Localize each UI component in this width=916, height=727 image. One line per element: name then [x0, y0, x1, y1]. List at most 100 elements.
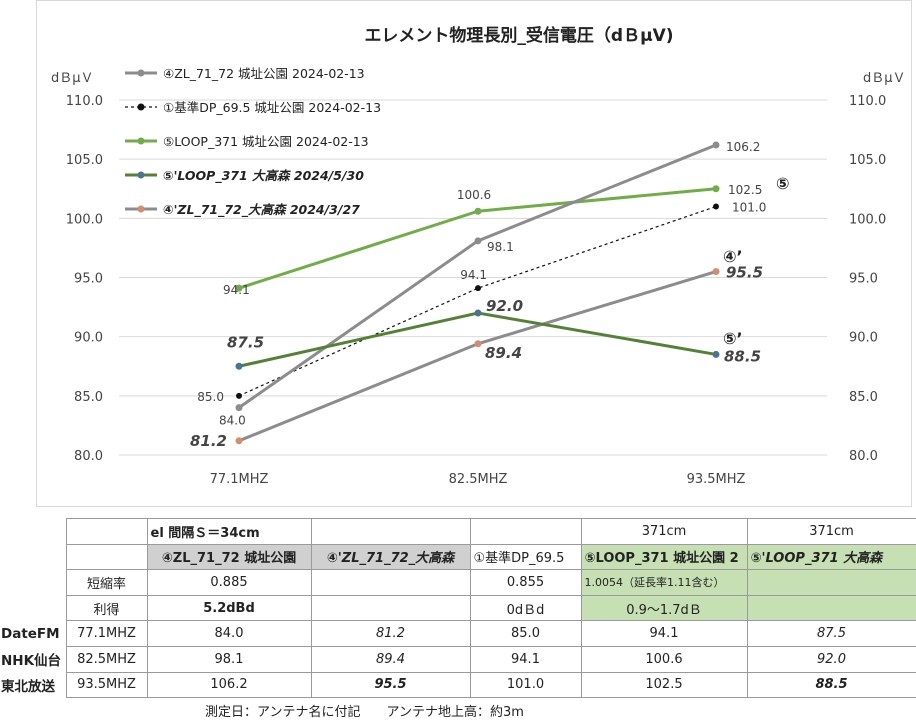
table-row: 利得 5.2dBd 0dＢd 0.9～1.7dＢ — [0, 594, 916, 622]
legend-label: ④ZL_71_72 城址公園 2024-02-13 — [163, 66, 365, 81]
data-labels: 84.0 98.1 106.2 85.0 94.1 101.0 94.1 100.6 102.5… — [190, 140, 766, 450]
table-cell: 94.1 — [469, 645, 582, 673]
row-label: 利得 — [65, 594, 148, 622]
data-point — [712, 141, 720, 149]
legend-marker — [137, 103, 145, 111]
table-cell: 87.5 — [746, 620, 916, 647]
data-label: 102.5 — [728, 183, 762, 197]
x-tick-label: 77.1MHZ — [210, 472, 269, 487]
data-point — [712, 350, 720, 358]
table-cell: 101.0 — [469, 671, 582, 699]
data-point — [712, 185, 720, 193]
y-tick-label: 85.0 — [74, 390, 103, 405]
annotation-label: ④’ — [723, 247, 743, 266]
table-cell: 92.0 — [746, 645, 916, 673]
table-row: ④ZL_71_72 城址公園 ④'ZL_71_72_大高森 ①基準DP_69.5… — [0, 543, 916, 571]
y-tick-label: 110.0 — [849, 94, 886, 109]
data-label: 98.1 — [487, 240, 514, 254]
annotation-label: ⑤ — [776, 174, 790, 193]
chart-title: エレメント物理長別_受信電圧（dＢμV) — [364, 25, 673, 46]
freq-cell: 77.1MHZ — [65, 620, 148, 647]
data-point — [474, 309, 482, 317]
y-tick-label: 100.0 — [849, 212, 886, 227]
table-cell: 0.885 — [146, 569, 312, 596]
y-tick-label: 80.0 — [74, 449, 103, 464]
station-label: 東北放送 — [1, 678, 55, 695]
legend-marker — [137, 69, 145, 77]
y-axis-unit-right: dＢμＶ — [863, 71, 906, 86]
data-point — [236, 392, 242, 399]
table-cell: 5.2dBd — [146, 594, 312, 622]
table-cell: 0.855 — [469, 569, 582, 596]
y-tick-label: 105.0 — [849, 153, 886, 168]
station-label: NHK仙台 — [1, 653, 62, 670]
data-label: 87.5 — [227, 333, 264, 351]
data-label: 106.2 — [726, 140, 760, 154]
header-cell: ④'ZL_71_72_大高森 — [310, 543, 471, 571]
x-tick-label: 93.5MHZ — [687, 472, 746, 487]
data-label: 84.0 — [219, 414, 246, 428]
data-label: 100.6 — [457, 188, 491, 202]
x-tick-label: 82.5MHZ — [449, 472, 508, 487]
data-point — [474, 207, 482, 215]
line-chart: エレメント物理長別_受信電圧（dＢμV) dＢμＶ dＢμＶ 80.0 85.0 9… — [51, 25, 906, 487]
data-label: 101.0 — [732, 201, 766, 215]
data-label: 94.1 — [223, 283, 250, 297]
table-cell: 1.0054（延長率1.11含む） — [580, 569, 748, 596]
table-cell: 81.2 — [310, 620, 471, 647]
table-cell: 100.6 — [580, 645, 748, 673]
spacing-cell: el 間隔Ｓ＝34cm — [146, 518, 312, 545]
table-cell: 102.5 — [580, 671, 748, 699]
table-row: 東北放送 93.5MHZ 106.2 95.5 101.0 102.5 88.5 — [0, 671, 916, 699]
y-tick-label: 95.0 — [74, 272, 103, 287]
table-cell: 85.0 — [469, 620, 582, 647]
footnote: 測定日：アンテナ名に付記 アンテナ地上高：約3m — [205, 705, 524, 720]
row-label: 短縮率 — [65, 569, 148, 596]
chart-area: エレメント物理長別_受信電圧（dＢμV) dＢμＶ dＢμＶ 80.0 85.0 9… — [36, 0, 912, 507]
y-tick-label: 110.0 — [66, 94, 103, 109]
annotations: ⑤ ④’ ⑤’ — [723, 174, 790, 348]
y-tick-label: 80.0 — [849, 449, 878, 464]
y-tick-label: 95.0 — [849, 272, 878, 287]
y-axis-right: 80.0 85.0 90.0 95.0 100.0 105.0 110.0 — [849, 94, 886, 464]
table-row: el 間隔Ｓ＝34cm 371cm 371cm — [0, 518, 916, 545]
data-label: 89.4 — [485, 344, 522, 362]
legend-label: ⑤'LOOP_371 大高森 2024/5/30 — [163, 168, 364, 184]
table-cell: 88.5 — [746, 671, 916, 699]
y-tick-label: 100.0 — [66, 212, 103, 227]
legend-marker — [137, 171, 145, 179]
table-cell: 98.1 — [146, 645, 312, 673]
data-point — [474, 340, 482, 348]
table-cell: 84.0 — [146, 620, 312, 647]
table-cell: 106.2 — [146, 671, 312, 699]
table-row: DateFM 77.1MHZ 84.0 81.2 85.0 94.1 87.5 — [0, 620, 916, 647]
y-axis-unit-left: dＢμＶ — [51, 71, 94, 86]
series-group — [235, 141, 720, 445]
data-point — [235, 362, 243, 370]
y-axis-left: 80.0 85.0 90.0 95.0 100.0 105.0 110.0 — [66, 94, 103, 464]
data-point — [474, 237, 482, 245]
legend-marker — [137, 205, 145, 213]
annotation-label: ⑤’ — [723, 329, 743, 348]
legend-label: ④'ZL_71_72_大高森 2024/3/27 — [163, 202, 360, 218]
y-tick-label: 90.0 — [74, 331, 103, 346]
y-tick-label: 105.0 — [66, 153, 103, 168]
station-label: DateFM — [1, 625, 60, 642]
legend-label: ①基準DP_69.5 城址公園 2024-02-13 — [163, 100, 381, 115]
data-point — [475, 285, 481, 292]
length-cell: 371cm — [580, 518, 748, 545]
data-point — [712, 268, 720, 276]
table-cell: 94.1 — [580, 620, 748, 647]
data-label: 92.0 — [486, 297, 523, 315]
table-row: 短縮率 0.885 0.855 1.0054（延長率1.11含む） — [0, 569, 916, 596]
data-label: 81.2 — [190, 432, 227, 450]
legend-label: ⑤LOOP_371 城址公園 2024-02-13 — [163, 134, 369, 149]
y-tick-label: 90.0 — [849, 331, 878, 346]
data-point — [235, 404, 243, 412]
table-cell: 95.5 — [310, 671, 471, 699]
header-cell: ④ZL_71_72 城址公園 — [146, 543, 312, 571]
table-cell: 89.4 — [310, 645, 471, 673]
data-table: el 間隔Ｓ＝34cm 371cm 371cm ④ZL_71_72 城址公園 ④… — [0, 518, 916, 699]
series-line — [238, 205, 717, 397]
table-cell: 0.9～1.7dＢ — [580, 594, 748, 622]
